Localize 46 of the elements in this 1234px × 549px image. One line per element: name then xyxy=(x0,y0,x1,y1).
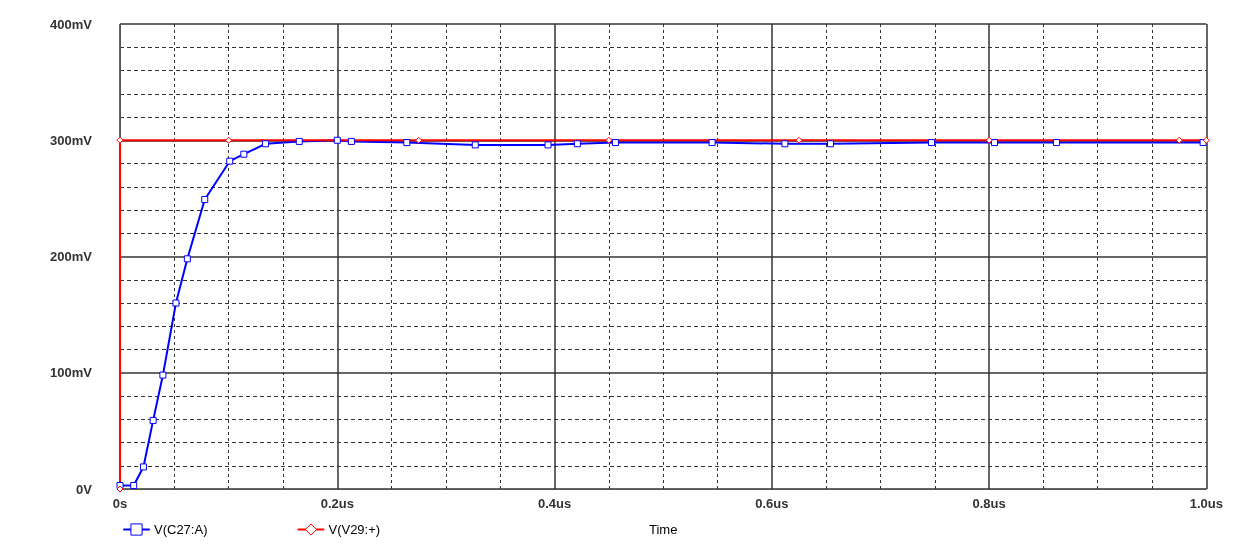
x-tick-label: 0.6us xyxy=(755,496,789,511)
point xyxy=(928,139,936,147)
x-tick-label: 0.8us xyxy=(972,496,1006,511)
point xyxy=(139,463,147,471)
point xyxy=(225,136,233,144)
y-tick-label: 100mV xyxy=(50,365,93,381)
point xyxy=(403,139,411,147)
legend-label: V(C27:A) xyxy=(154,522,208,537)
point xyxy=(605,136,613,144)
point xyxy=(240,150,248,158)
y-tick-label: 300mV xyxy=(50,132,93,148)
point xyxy=(295,137,303,145)
point xyxy=(826,140,834,148)
point xyxy=(262,140,270,148)
y-tick-label: 400mV xyxy=(50,16,93,32)
x-tick-label: 0.2us xyxy=(320,496,354,511)
x-tick-label: 1.0us xyxy=(1189,496,1223,511)
point xyxy=(347,137,355,145)
point xyxy=(544,141,552,149)
point xyxy=(201,196,209,204)
point xyxy=(159,371,167,379)
point xyxy=(708,139,716,147)
point xyxy=(611,139,619,147)
point xyxy=(471,141,479,149)
point xyxy=(991,139,999,147)
point xyxy=(573,140,581,148)
point xyxy=(116,485,124,493)
y-tick-label: 0V xyxy=(76,481,93,497)
point xyxy=(1175,136,1183,144)
x-tick-label: 0s xyxy=(112,496,128,511)
point xyxy=(183,255,191,263)
point xyxy=(781,140,789,148)
point xyxy=(985,136,993,144)
point xyxy=(130,482,138,490)
point xyxy=(333,136,341,144)
point xyxy=(1052,139,1060,147)
point xyxy=(226,157,234,165)
x-axis-title: Time xyxy=(648,522,678,537)
x-tick-label: 0.4us xyxy=(537,496,572,511)
point xyxy=(415,136,423,144)
legend-label: V(V29:+) xyxy=(328,522,381,537)
point xyxy=(149,416,157,424)
point xyxy=(172,299,180,307)
y-tick-label: 200mV xyxy=(50,249,93,264)
point xyxy=(795,136,803,144)
point xyxy=(116,136,124,144)
